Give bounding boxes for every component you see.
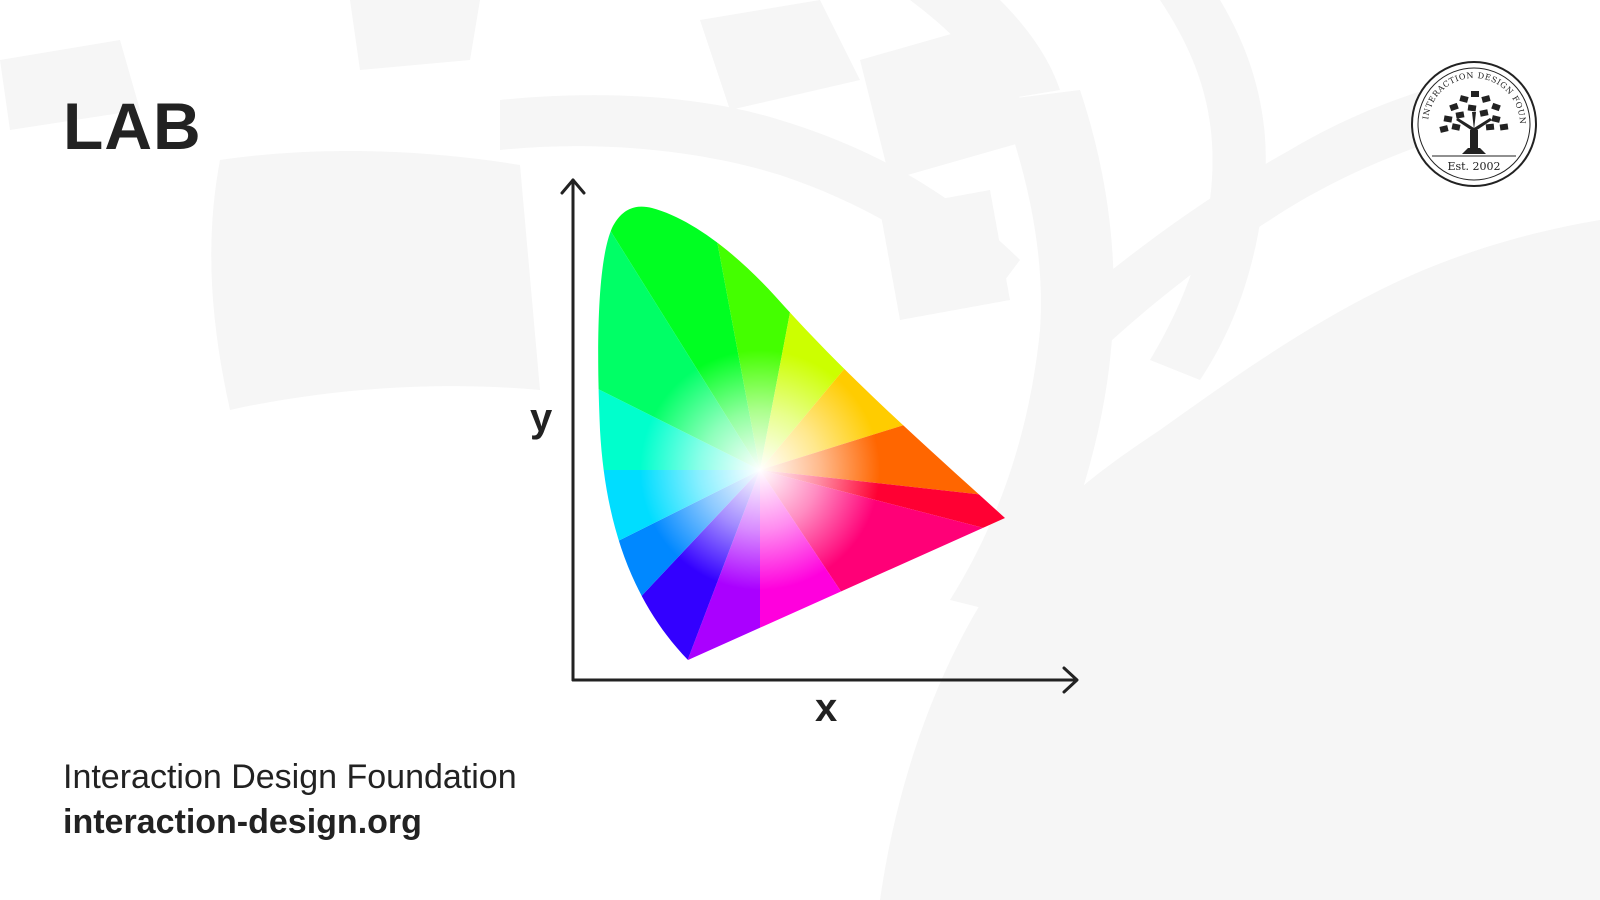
color-gamut — [598, 206, 1005, 660]
x-axis-arrowhead — [1062, 666, 1079, 694]
page-title: LAB — [63, 89, 202, 163]
footer-url[interactable]: interaction-design.org — [63, 803, 422, 841]
x-axis-label: x — [815, 686, 838, 730]
logo-established: Est. 2002 — [1447, 160, 1500, 173]
footer-org-name: Interaction Design Foundation — [63, 758, 517, 796]
y-axis-label: y — [530, 396, 553, 440]
y-axis-arrowhead — [560, 178, 586, 195]
idf-logo-icon: INTERACTION DESIGN FOUNDATION Est. 2002 — [1410, 60, 1537, 187]
